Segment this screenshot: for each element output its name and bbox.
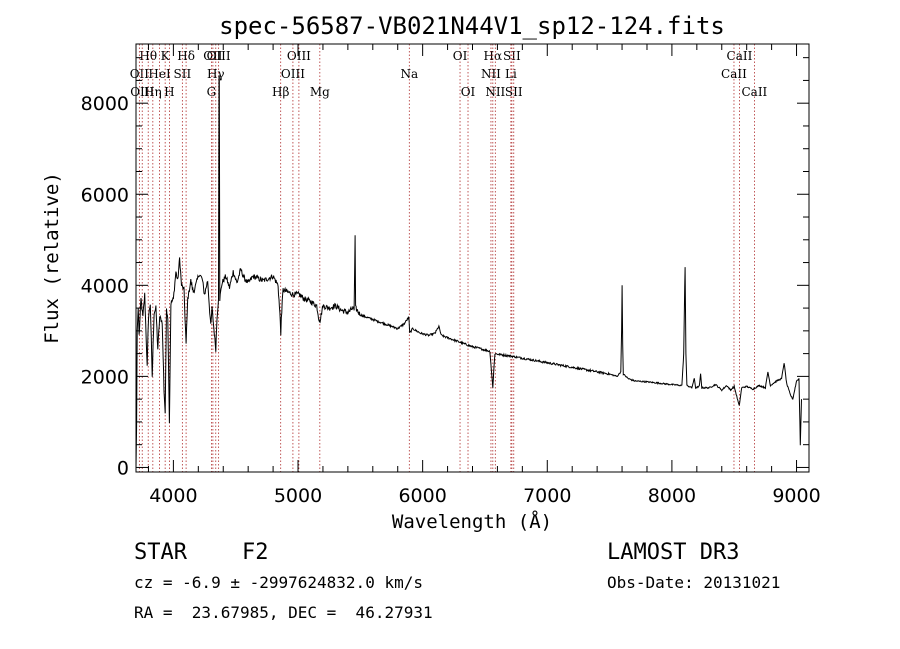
spectral-line-label-28: CaII — [741, 85, 767, 99]
spectral-line-label-6: SII — [174, 67, 192, 81]
y-tick-label-0: 0 — [117, 457, 129, 479]
spectral-line-label-23: SII — [503, 49, 521, 63]
spectral-line-label-10: Hγ — [207, 67, 225, 81]
spectral-line-label-20: Hα — [484, 49, 503, 63]
survey-name: LAMOST DR3 — [607, 540, 740, 565]
x-tick-label-6000: 6000 — [398, 485, 446, 507]
y-axis-label: Flux (relative) — [41, 172, 63, 344]
spectral-line-label-8: Hδ — [177, 49, 195, 63]
spectral-line-label-19: OI — [461, 85, 476, 99]
spectral-line-label-12: OIII — [207, 49, 231, 63]
spectral-line-label-14: OIII — [281, 67, 305, 81]
spectral-line-label-3: K — [161, 49, 171, 63]
spectrum-chart: spec-56587-VB021N44V1_sp12-124.fits HθOI… — [41, 12, 821, 533]
object-subclass: F2 — [242, 540, 269, 565]
x-tick-label-9000: 9000 — [772, 485, 820, 507]
spectral-line-label-21: NII — [481, 67, 501, 81]
y-tick-label-4000: 4000 — [81, 275, 129, 297]
spectral-line-label-17: Na — [400, 67, 418, 81]
x-tick-label-8000: 8000 — [648, 485, 696, 507]
x-tick-label-7000: 7000 — [523, 485, 571, 507]
spectral-line-label-16: Mg — [310, 85, 330, 99]
coordinates: RA = 23.67985, DEC = 46.27931 — [134, 603, 433, 622]
spectral-line-label-25: SII — [505, 85, 523, 99]
object-type: STAR — [134, 540, 187, 565]
spectral-line-label-4: HeI — [148, 67, 171, 81]
x-tick-label-4000: 4000 — [149, 485, 197, 507]
spectral-line-label-13: OIII — [287, 49, 311, 63]
x-tick-label-5000: 5000 — [274, 485, 322, 507]
spectral-line-label-24: Li — [505, 67, 517, 81]
spectral-line-label-5: Hη — [144, 85, 162, 99]
spectral-line-label-11: G — [207, 85, 217, 99]
spectral-line-label-1: OII — [130, 67, 150, 81]
x-axis-label: Wavelength (Å) — [392, 510, 552, 533]
spectral-line-label-27: CaII — [721, 67, 747, 81]
spectral-line-label-9: OII — [203, 49, 223, 63]
plot-frame — [135, 43, 810, 473]
spectral-line-label-18: OI — [453, 49, 468, 63]
spectral-line-label-22: NII — [485, 85, 505, 99]
spectral-line-label-26: CaII — [727, 49, 753, 63]
spectrum-line — [135, 75, 802, 468]
spectral-line-label-7: H — [164, 85, 174, 99]
y-tick-label-8000: 8000 — [81, 93, 129, 115]
observation-date: Obs-Date: 20131021 — [607, 573, 781, 592]
y-tick-label-6000: 6000 — [81, 184, 129, 206]
y-tick-label-2000: 2000 — [81, 366, 129, 388]
redshift-cz: cz = -6.9 ± -2997624832.0 km/s — [134, 573, 423, 592]
chart-title: spec-56587-VB021N44V1_sp12-124.fits — [219, 12, 725, 40]
axis-ticks: 4000 5000 6000 7000 8000 9000 0 2000 4000 6000 800… — [81, 44, 821, 507]
spectral-line-label-15: Hβ — [272, 85, 289, 99]
